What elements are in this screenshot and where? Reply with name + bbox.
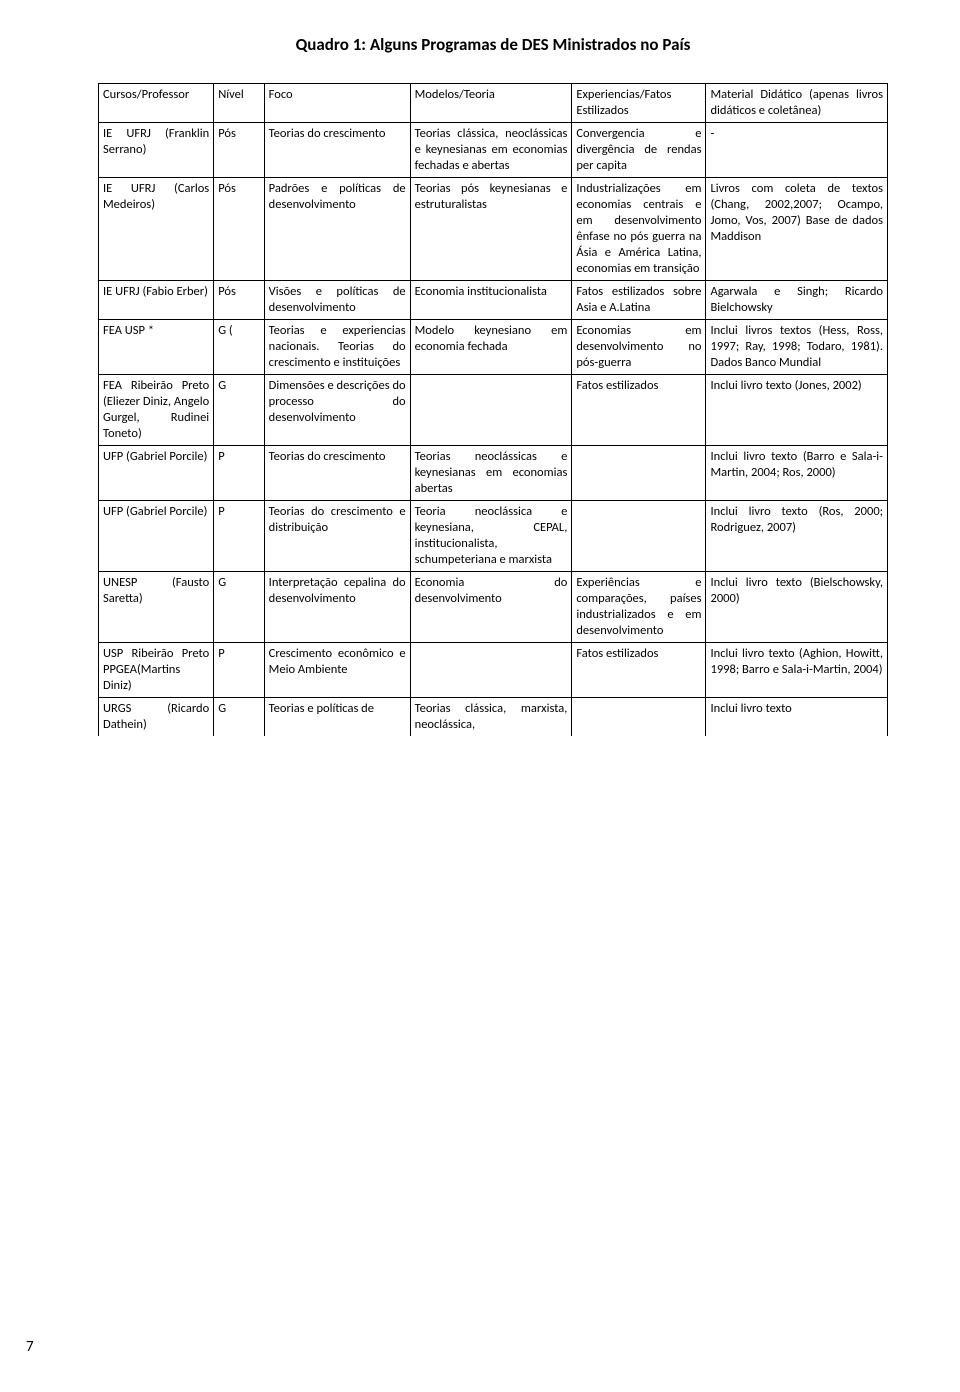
table-cell: Industrializações em economias centrais … [572,178,706,281]
table-cell: Fatos estilizados [572,643,706,698]
table-cell: Teorias do crescimento [264,123,410,178]
table-cell [572,501,706,572]
table-cell: P [214,446,264,501]
table-cell: Fatos estilizados [572,375,706,446]
table-row: UFP (Gabriel Porcile)PTeorias do crescim… [99,501,888,572]
table-cell: Agarwala e Singh; Ricardo Bielchowsky [706,281,888,320]
table-cell [410,375,572,446]
page-number: 7 [26,1338,34,1356]
table-cell: Convergencia e divergência de rendas per… [572,123,706,178]
table-cell: Modelo keynesiano em economia fechada [410,320,572,375]
table-row: IE UFRJ (Fabio Erber)PósVisões e polític… [99,281,888,320]
table-row: IE UFRJ (Carlos Medeiros)PósPadrões e po… [99,178,888,281]
table-header-cell: Experiencias/Fatos Estilizados [572,84,706,123]
table-cell: - [706,123,888,178]
table-cell: Economias em desenvolvimento no pós-guer… [572,320,706,375]
table-cell: FEA USP * [99,320,214,375]
table-row: FEA USP *G (Teorias e experiencias nacio… [99,320,888,375]
table-cell: FEA Ribeirão Preto (Eliezer Diniz, Angel… [99,375,214,446]
table-cell: Livros com coleta de textos (Chang, 2002… [706,178,888,281]
table-cell: Teorias e políticas de [264,698,410,737]
table-cell: Inclui livro texto (Ros, 2000; Rodriguez… [706,501,888,572]
table-cell: UFP (Gabriel Porcile) [99,446,214,501]
table-cell: Pós [214,178,264,281]
table-header-cell: Cursos/Professor [99,84,214,123]
table-row: UNESP (Fausto Saretta)GInterpretação cep… [99,572,888,643]
table-cell: Economia do desenvolvimento [410,572,572,643]
table-cell: Pós [214,123,264,178]
table-cell: Experiências e comparações, países indus… [572,572,706,643]
table-cell: Teorias do crescimento e distribuição [264,501,410,572]
table-cell: Inclui livro texto (Bielschowsky, 2000) [706,572,888,643]
table-cell: USP Ribeirão Preto PPGEA(Martins Diniz) [99,643,214,698]
table-cell: Teorias neoclássicas e keynesianas em ec… [410,446,572,501]
table-cell: UNESP (Fausto Saretta) [99,572,214,643]
table-header-cell: Material Didático (apenas livros didátic… [706,84,888,123]
table-cell: P [214,643,264,698]
table-cell: Economia institucionalista [410,281,572,320]
table-cell: G [214,375,264,446]
table-cell: G ( [214,320,264,375]
table-cell [572,446,706,501]
table-cell: Teorias do crescimento [264,446,410,501]
table-cell: Crescimento econômico e Meio Ambiente [264,643,410,698]
programs-table: Cursos/ProfessorNívelFocoModelos/TeoriaE… [98,83,888,736]
table-cell: IE UFRJ (Fabio Erber) [99,281,214,320]
table-cell: G [214,572,264,643]
page-container: Quadro 1: Alguns Programas de DES Minist… [0,0,960,1392]
table-cell: G [214,698,264,737]
table-cell: Inclui livros textos (Hess, Ross, 1997; … [706,320,888,375]
table-row: URGS (Ricardo Dathein)GTeorias e polític… [99,698,888,737]
table-cell: UFP (Gabriel Porcile) [99,501,214,572]
table-row: USP Ribeirão Preto PPGEA(Martins Diniz)P… [99,643,888,698]
table-header-cell: Foco [264,84,410,123]
table-cell: URGS (Ricardo Dathein) [99,698,214,737]
table-cell: Interpretação cepalina do desenvolviment… [264,572,410,643]
table-header-cell: Nível [214,84,264,123]
table-cell: Dimensões e descrições do processo do de… [264,375,410,446]
table-cell: Teorias pós keynesianas e estruturalista… [410,178,572,281]
table-cell: IE UFRJ (Carlos Medeiros) [99,178,214,281]
table-row: FEA Ribeirão Preto (Eliezer Diniz, Angel… [99,375,888,446]
table-cell: Visões e políticas de desenvolvimento [264,281,410,320]
table-cell [572,698,706,737]
table-cell: Teorias e experiencias nacionais. Teoria… [264,320,410,375]
table-cell [410,643,572,698]
table-header-cell: Modelos/Teoria [410,84,572,123]
table-cell: Inclui livro texto (Aghion, Howitt, 1998… [706,643,888,698]
table-cell: Teorias clássica, marxista, neoclássica, [410,698,572,737]
table-cell: Teorias clássica, neoclássicas e keynesi… [410,123,572,178]
table-cell: Inclui livro texto (Barro e Sala-i-Marti… [706,446,888,501]
table-cell: Inclui livro texto [706,698,888,737]
table-cell: IE UFRJ (Franklin Serrano) [99,123,214,178]
table-cell: P [214,501,264,572]
table-row: UFP (Gabriel Porcile)PTeorias do crescim… [99,446,888,501]
table-row: IE UFRJ (Franklin Serrano)PósTeorias do … [99,123,888,178]
table-cell: Padrões e políticas de desenvolvimento [264,178,410,281]
page-title: Quadro 1: Alguns Programas de DES Minist… [98,34,888,55]
table-cell: Fatos estilizados sobre Asia e A.Latina [572,281,706,320]
table-header-row: Cursos/ProfessorNívelFocoModelos/TeoriaE… [99,84,888,123]
table-cell: Inclui livro texto (Jones, 2002) [706,375,888,446]
table-cell: Pós [214,281,264,320]
table-cell: Teoria neoclássica e keynesiana, CEPAL, … [410,501,572,572]
